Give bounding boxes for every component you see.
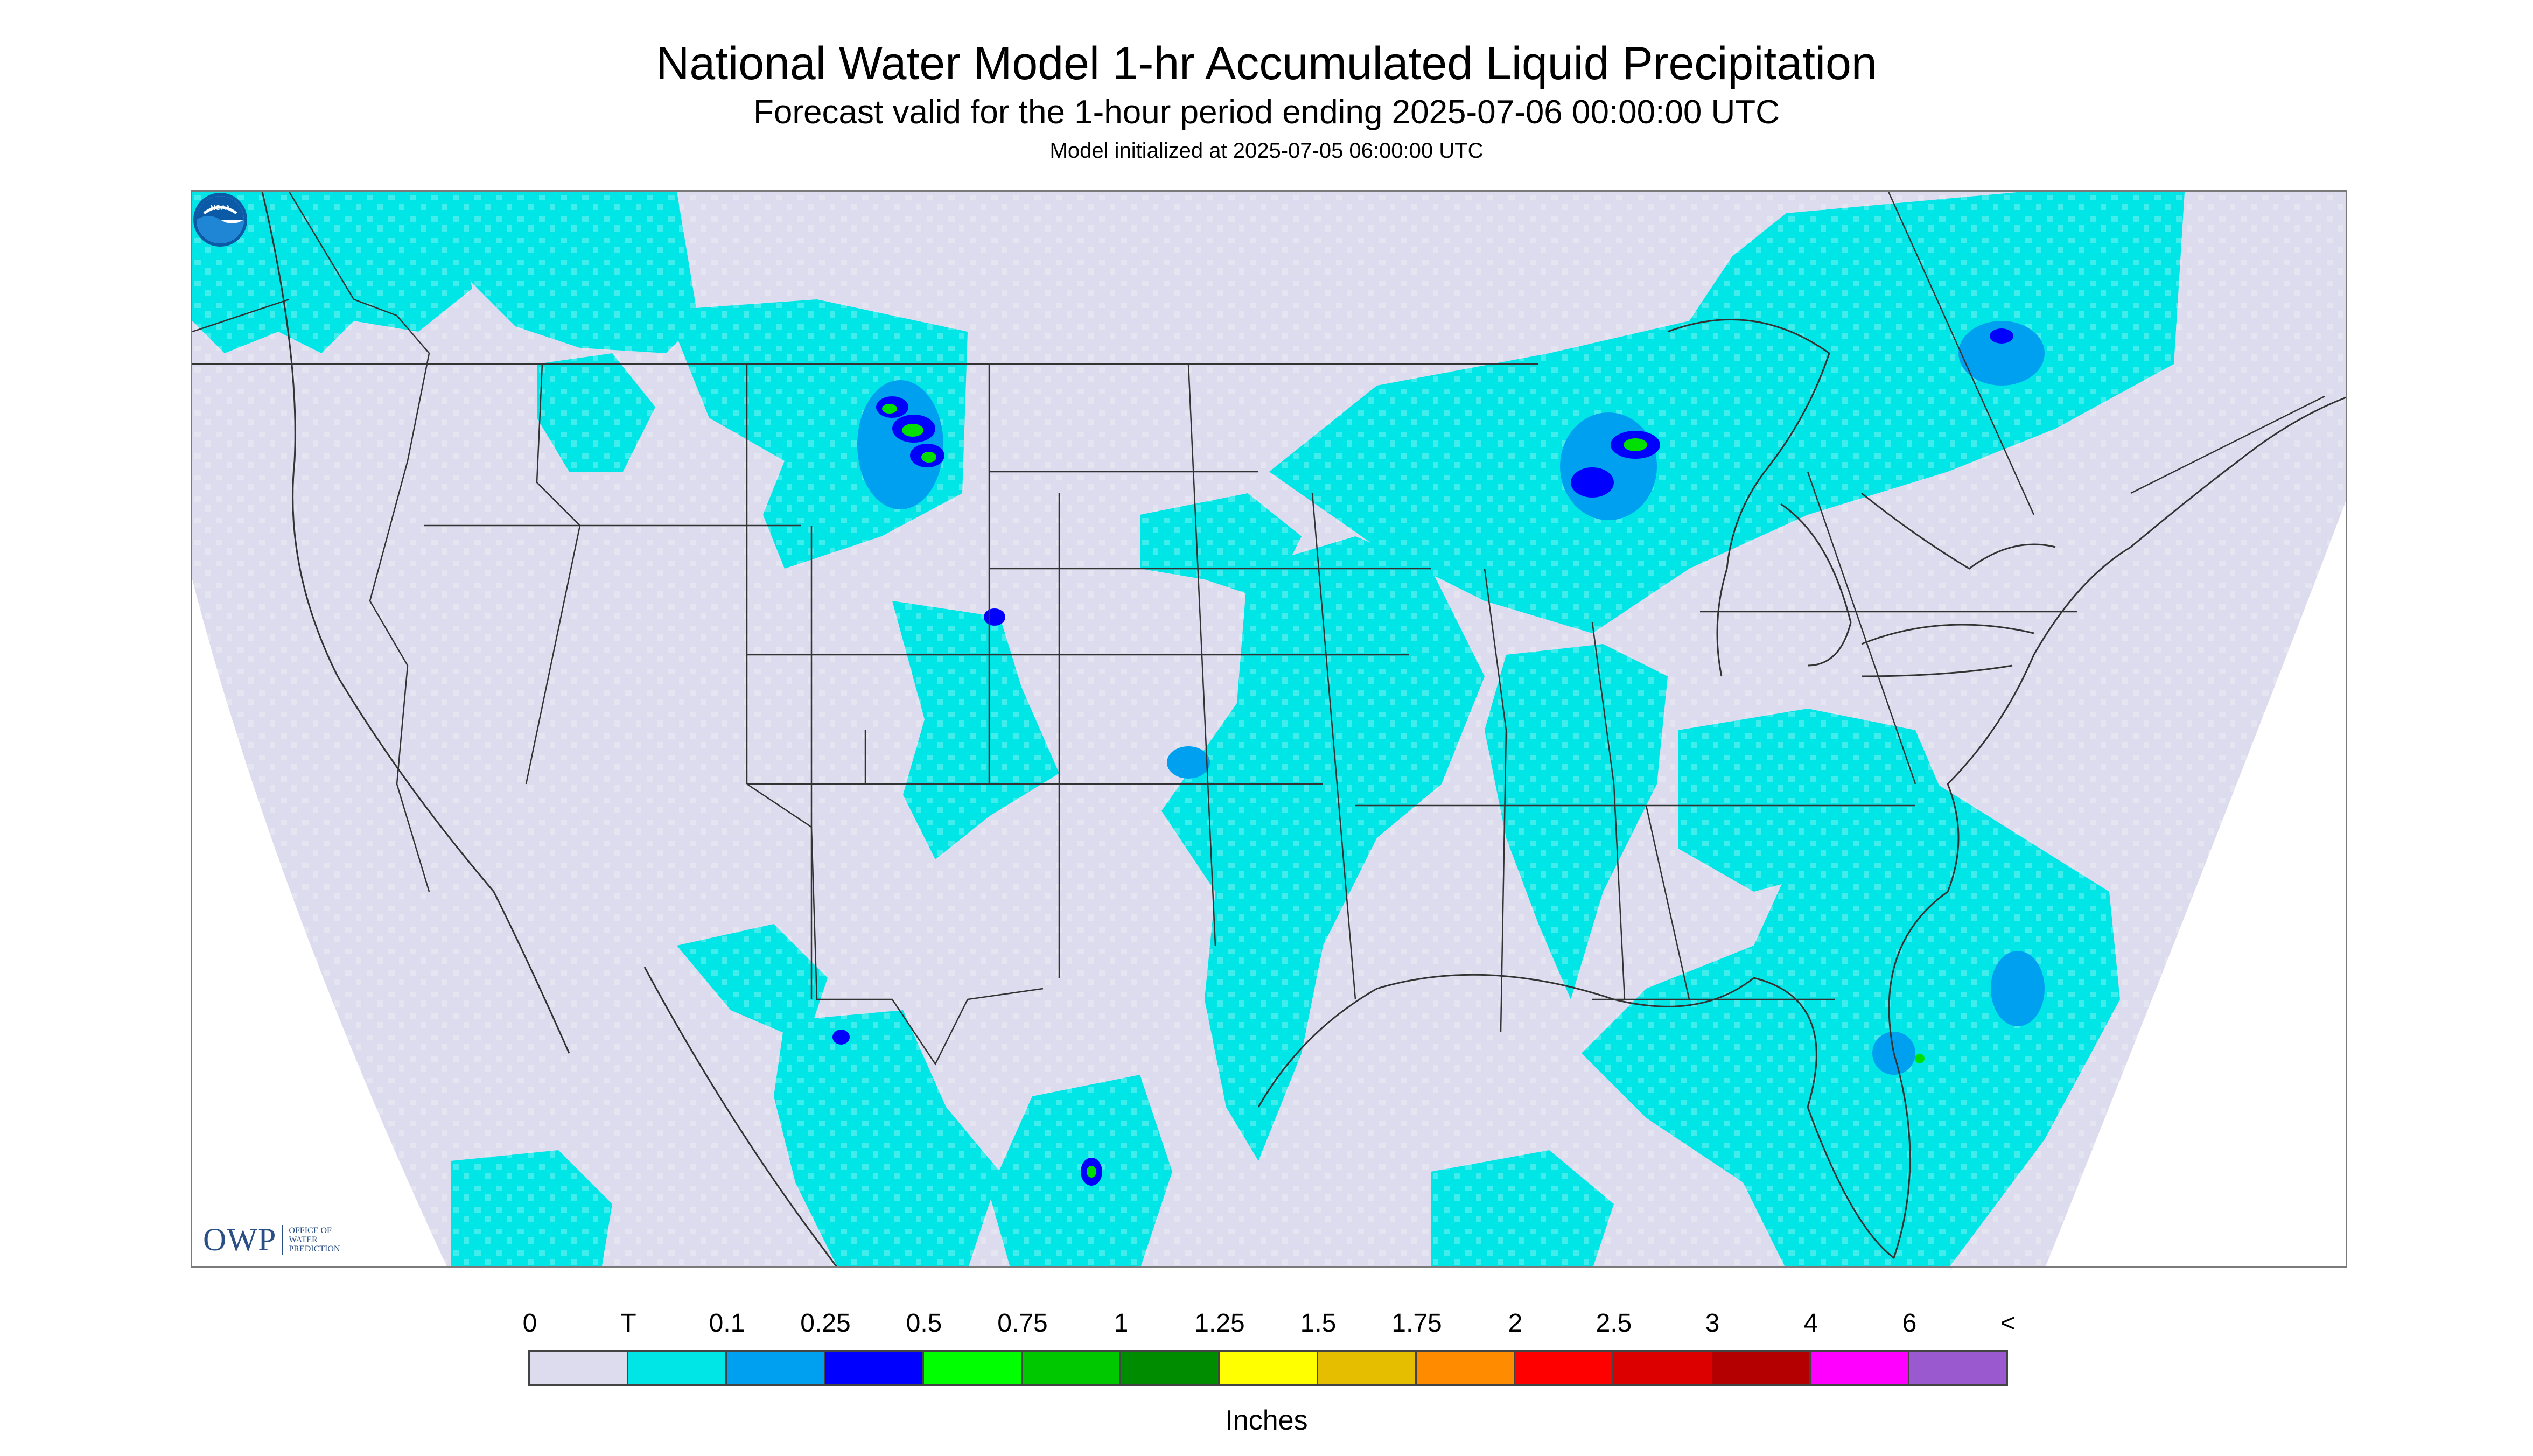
legend-tick-label: 6 bbox=[1902, 1309, 1917, 1338]
legend-tick-label: 2 bbox=[1508, 1309, 1523, 1338]
legend-swatch bbox=[825, 1352, 924, 1384]
owp-logo-line: Office of bbox=[289, 1226, 332, 1235]
owp-logo-mark: OWP bbox=[203, 1222, 277, 1257]
owp-logo-line: Prediction bbox=[289, 1244, 340, 1254]
legend-tick-label: 1.75 bbox=[1391, 1309, 1442, 1338]
owp-logo-text: Office of Water Prediction bbox=[289, 1226, 340, 1254]
legend-tick-label: 2.5 bbox=[1596, 1309, 1632, 1338]
legend-swatch bbox=[1909, 1352, 2006, 1384]
owp-logo: OWP Office of Water Prediction bbox=[203, 1221, 340, 1258]
legend-swatch bbox=[1614, 1352, 1712, 1384]
legend-tick-label: 0.1 bbox=[709, 1309, 745, 1338]
legend-tick-label: 3 bbox=[1705, 1309, 1720, 1338]
legend-swatch bbox=[1712, 1352, 1811, 1384]
map-canvas bbox=[192, 192, 2346, 1266]
precip-legend: 0 T 0.1 0.25 0.5 0.75 1 1.25 1.5 1.75 2 2.5 3 4 6 < Inc… bbox=[0, 1298, 2533, 1438]
legend-tick-label: 0.25 bbox=[800, 1309, 851, 1338]
legend-swatch bbox=[924, 1352, 1023, 1384]
legend-tick-label: 4 bbox=[1803, 1309, 1818, 1338]
legend-swatch bbox=[727, 1352, 825, 1384]
legend-swatch bbox=[1811, 1352, 1909, 1384]
legend-swatch bbox=[1318, 1352, 1417, 1384]
legend-swatch bbox=[1023, 1352, 1121, 1384]
heavy-precip-areas bbox=[882, 404, 1925, 1178]
legend-units: Inches bbox=[1225, 1405, 1308, 1436]
precip-fields bbox=[192, 192, 2346, 1266]
precipitation-map: OWP Office of Water Prediction NOAA bbox=[191, 190, 2347, 1268]
legend-tick-label: < bbox=[2000, 1309, 2016, 1338]
legend-tick-label: 1.25 bbox=[1194, 1309, 1245, 1338]
state-boundaries bbox=[192, 192, 2325, 1066]
map-title: National Water Model 1-hr Accumulated Li… bbox=[656, 38, 1877, 89]
legend-tick-label: T bbox=[620, 1309, 636, 1338]
coastlines bbox=[261, 192, 2346, 1266]
model-init-text: Model initialized at 2025-07-05 06:00:00… bbox=[1049, 139, 1484, 163]
noaa-emblem-icon: NOAA bbox=[193, 193, 247, 247]
legend-tick-label: 0.5 bbox=[906, 1309, 942, 1338]
legend-tick-label: 1 bbox=[1114, 1309, 1129, 1338]
legend-tick-label: 0 bbox=[522, 1309, 537, 1338]
legend-colorbar bbox=[528, 1350, 2008, 1386]
legend-swatch bbox=[1417, 1352, 1515, 1384]
legend-swatch bbox=[1515, 1352, 1614, 1384]
owp-logo-divider bbox=[282, 1224, 284, 1255]
legend-tick-label: 0.75 bbox=[997, 1309, 1048, 1338]
map-subtitle: Forecast valid for the 1-hour period end… bbox=[753, 94, 1780, 131]
owp-logo-line: Water bbox=[289, 1235, 318, 1244]
legend-swatch bbox=[628, 1352, 727, 1384]
legend-tick-label: 1.5 bbox=[1300, 1309, 1337, 1338]
legend-swatch bbox=[1220, 1352, 1318, 1384]
legend-swatch bbox=[1121, 1352, 1220, 1384]
noaa-logo-text: NOAA bbox=[211, 204, 230, 212]
legend-swatch bbox=[530, 1352, 628, 1384]
